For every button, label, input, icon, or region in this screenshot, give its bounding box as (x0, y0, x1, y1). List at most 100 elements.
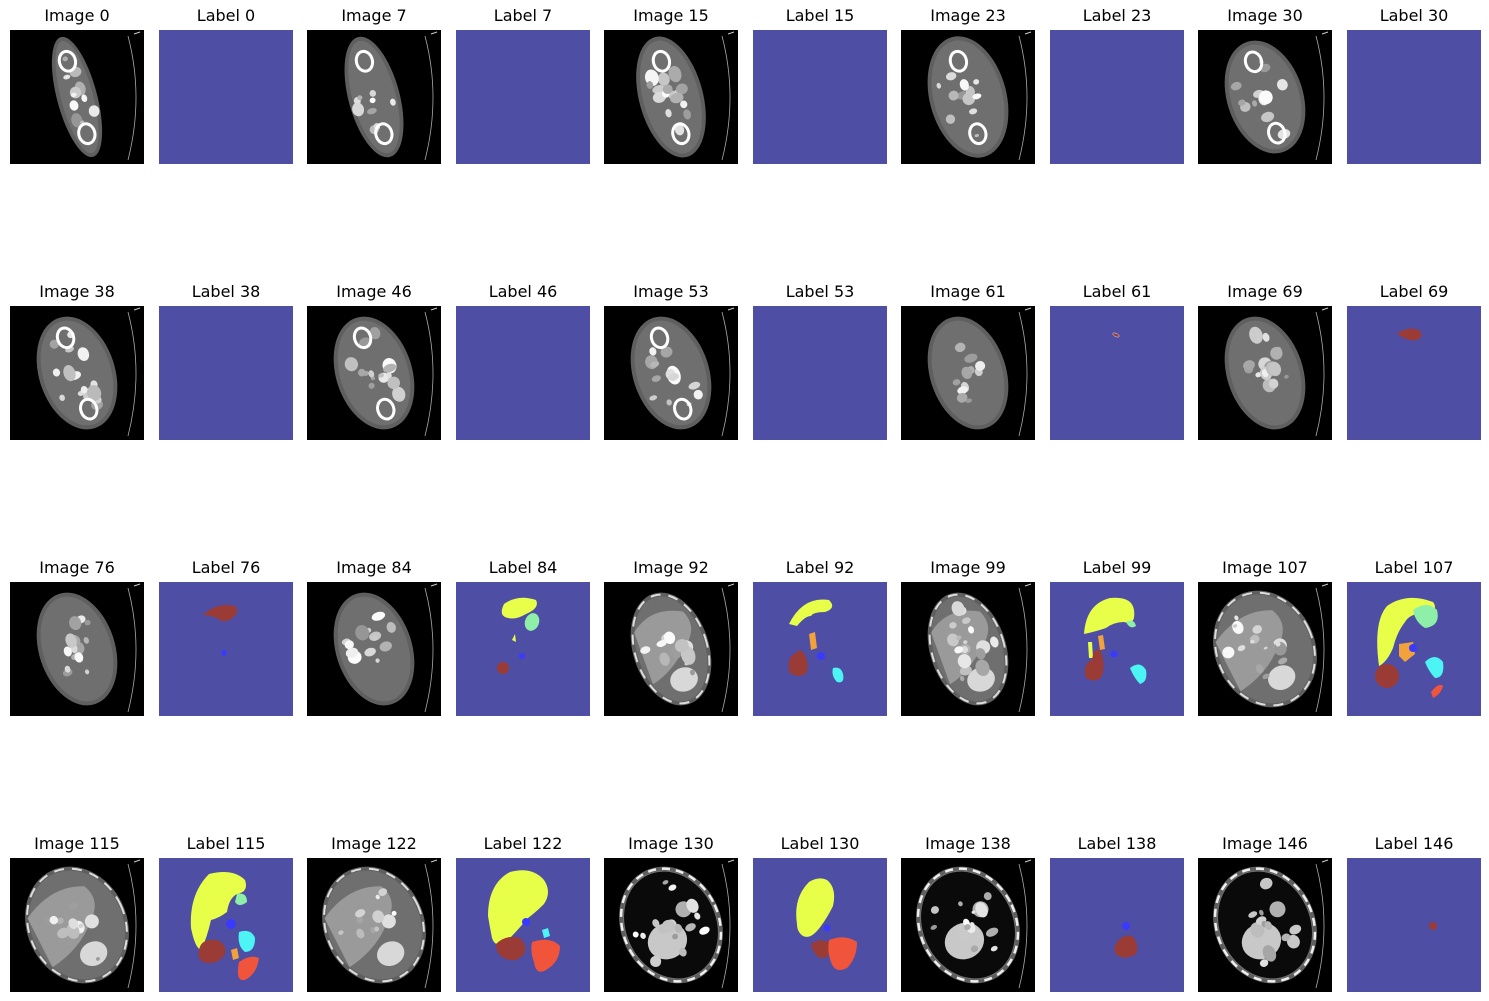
label-image-graphic (159, 306, 293, 440)
ct-image (10, 30, 144, 164)
label-image (1050, 858, 1184, 992)
mask-yellow (1088, 642, 1093, 658)
bone (651, 49, 672, 73)
label-image (159, 306, 293, 440)
scanner-bed-arc (721, 35, 731, 161)
label-image (456, 306, 590, 440)
ct-image-graphic (307, 582, 441, 716)
mask-brown (1084, 649, 1104, 681)
scanner-bed-arc (424, 863, 434, 989)
bone (671, 122, 691, 146)
mask-blue (221, 650, 227, 656)
label-image (1050, 306, 1184, 440)
label-background (159, 30, 293, 164)
scanner-bed-arc (424, 587, 434, 713)
panel-title: Label 69 (1379, 282, 1449, 301)
ct-image-graphic (901, 306, 1035, 440)
label-image (1347, 582, 1481, 716)
mask-yellow (1377, 597, 1435, 666)
bone (79, 397, 99, 421)
ct-image-graphic (1198, 30, 1332, 164)
panel-title: Image 107 (1222, 558, 1308, 577)
panel-title: Image 30 (1227, 6, 1303, 25)
label-image (753, 858, 887, 992)
spine (381, 914, 396, 929)
scanner-bed-arc (1315, 35, 1325, 161)
mask-blue (817, 652, 825, 660)
ct-image (901, 306, 1035, 440)
panel-title: Image 92 (633, 558, 709, 577)
label-image-graphic (456, 306, 590, 440)
scanner-bed-arc (127, 311, 137, 437)
ct-image (307, 30, 441, 164)
panel-title: Image 146 (1222, 834, 1308, 853)
panel-title: Label 30 (1379, 6, 1449, 25)
ct-image (901, 582, 1035, 716)
panel-title: Label 46 (488, 282, 558, 301)
mask-orange (231, 948, 239, 960)
bone (1243, 50, 1264, 74)
mask-blue (1409, 644, 1417, 652)
ct-image-graphic (1198, 306, 1332, 440)
ct-image (307, 306, 441, 440)
mask-mint (235, 893, 247, 905)
mask-cyan (832, 667, 844, 683)
ct-image-graphic (10, 306, 144, 440)
spine (84, 914, 99, 929)
bone (968, 122, 988, 146)
mask-cyan (1425, 657, 1444, 678)
scanner-bed-arc (424, 35, 434, 161)
mask-cyan (1130, 664, 1147, 684)
panel-title: Image 0 (44, 6, 110, 25)
panel-title: Image 76 (39, 558, 115, 577)
label-image (753, 30, 887, 164)
ct-image-graphic (10, 30, 144, 164)
ct-image-graphic (307, 858, 441, 992)
mask-cyan (238, 930, 255, 952)
panel-title: Image 138 (925, 834, 1011, 853)
panel-title: Image 99 (930, 558, 1006, 577)
mask-brown (811, 940, 831, 959)
mask-brown (1114, 935, 1138, 958)
label-image-graphic (1050, 858, 1184, 992)
liver (634, 610, 692, 685)
mask-blue (226, 919, 236, 929)
mask-orange (1098, 635, 1105, 650)
panel-title: Image 115 (34, 834, 120, 853)
ct-image (307, 582, 441, 716)
mask-mint (1413, 605, 1438, 628)
label-image-graphic (159, 582, 293, 716)
ct-image (307, 858, 441, 992)
mask-yellow (796, 878, 835, 937)
liver (324, 886, 392, 968)
panel-title: Label 76 (191, 558, 261, 577)
ct-image-graphic (604, 306, 738, 440)
label-image-graphic (159, 30, 293, 164)
panel-title: Image 15 (633, 6, 709, 25)
label-image-graphic (1347, 582, 1481, 716)
scanner-bed-arc (721, 587, 731, 713)
panel-title: Label 61 (1082, 282, 1152, 301)
mask-yellow (789, 599, 833, 626)
mask-yellow (512, 634, 516, 642)
ct-image (604, 306, 738, 440)
bone (352, 326, 373, 350)
mask-yellow (1084, 597, 1135, 634)
ct-image (1198, 858, 1332, 992)
bone (57, 49, 78, 73)
scanner-bed-arc (721, 863, 731, 989)
ct-image (10, 306, 144, 440)
bone (77, 122, 97, 146)
panel-title: Label 130 (780, 834, 860, 853)
ct-image-graphic (604, 30, 738, 164)
panel-title: Label 122 (483, 834, 563, 853)
bone (374, 122, 394, 146)
spine (1269, 901, 1286, 918)
ct-image-graphic (1198, 858, 1332, 992)
label-image-graphic (1347, 30, 1481, 164)
mask-blue (1110, 650, 1118, 658)
ct-image-graphic (307, 306, 441, 440)
label-image-graphic (753, 30, 887, 164)
label-image-graphic (1050, 30, 1184, 164)
